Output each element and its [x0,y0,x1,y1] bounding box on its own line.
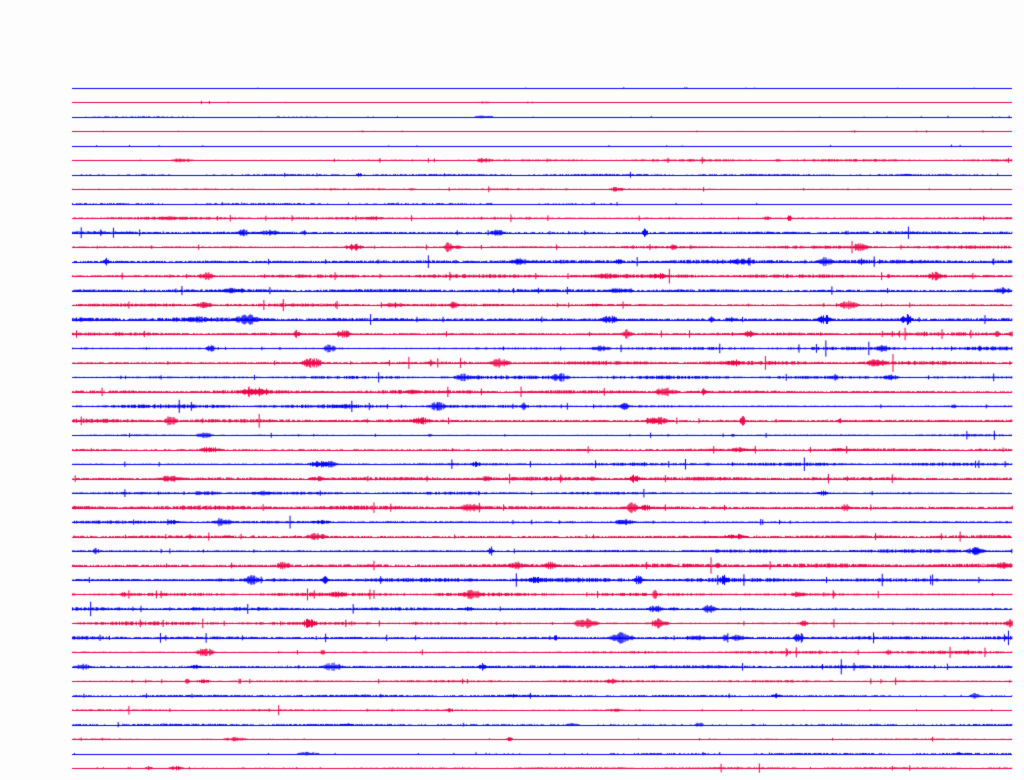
seismogram-traces [0,0,1024,780]
helicorder-page: HI Town Hall, Kifisia, Attica Applied fi… [0,0,1024,780]
